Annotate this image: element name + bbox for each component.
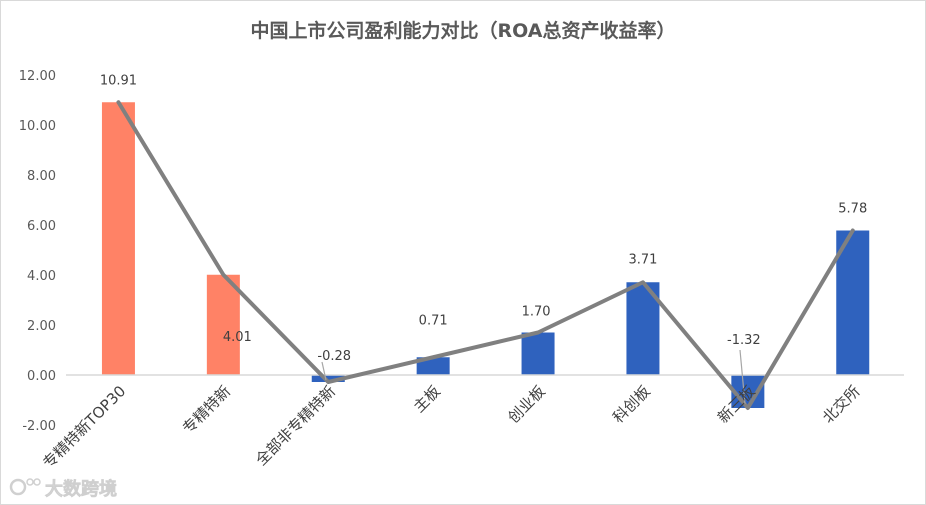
bars <box>101 102 870 408</box>
bar <box>101 102 135 375</box>
data-label: 4.01 <box>223 330 252 345</box>
data-label: 0.71 <box>419 313 448 328</box>
y-tick-label: 10.00 <box>19 119 56 134</box>
y-tick-label: 0.00 <box>27 369 56 384</box>
y-tick-label: -2.00 <box>22 419 56 434</box>
category-label: 创业板 <box>504 382 549 427</box>
watermark-logo: 大数跨境 <box>9 478 117 500</box>
watermark-text: 大数跨境 <box>45 478 117 500</box>
y-axis: -2.00 0.00 2.00 4.00 6.00 8.00 10.00 12.00 <box>19 69 56 434</box>
bar <box>311 375 345 382</box>
y-tick-label: 6.00 <box>27 219 56 234</box>
overlay-line <box>116 100 855 410</box>
data-label: 1.70 <box>522 305 551 320</box>
y-tick-label: 8.00 <box>27 169 56 184</box>
leader-line <box>739 349 746 405</box>
y-tick-label: 4.00 <box>27 269 56 284</box>
y-tick-label: 2.00 <box>27 319 56 334</box>
bar <box>416 357 450 375</box>
bar <box>836 230 870 375</box>
bar <box>206 274 240 375</box>
chart-title: 中国上市公司盈利能力对比（ROA总资产收益率） <box>251 19 676 42</box>
category-label: 全部非专精特新 <box>252 382 339 469</box>
data-labels: 10.91 4.01 -0.28 0.71 1.70 3.71 -1.32 5.78 <box>100 73 867 405</box>
bar <box>521 332 555 375</box>
x-axis: 专精特新TOP30 专精特新 全部非专精特新 主板 创业板 科创板 新三板 北交所 <box>39 382 863 472</box>
line-series <box>116 100 855 410</box>
data-label: 5.78 <box>838 202 867 217</box>
data-label: -1.32 <box>727 333 761 348</box>
category-label: 专精特新 <box>179 382 234 437</box>
y-tick-label: 12.00 <box>19 69 56 84</box>
category-label: 科创板 <box>609 382 654 427</box>
data-label: -0.28 <box>317 349 351 364</box>
data-label: 3.71 <box>628 252 657 267</box>
category-label: 主板 <box>410 382 444 416</box>
category-label: 北交所 <box>819 382 864 427</box>
leader-line <box>321 361 327 381</box>
data-label: 10.91 <box>100 73 137 88</box>
